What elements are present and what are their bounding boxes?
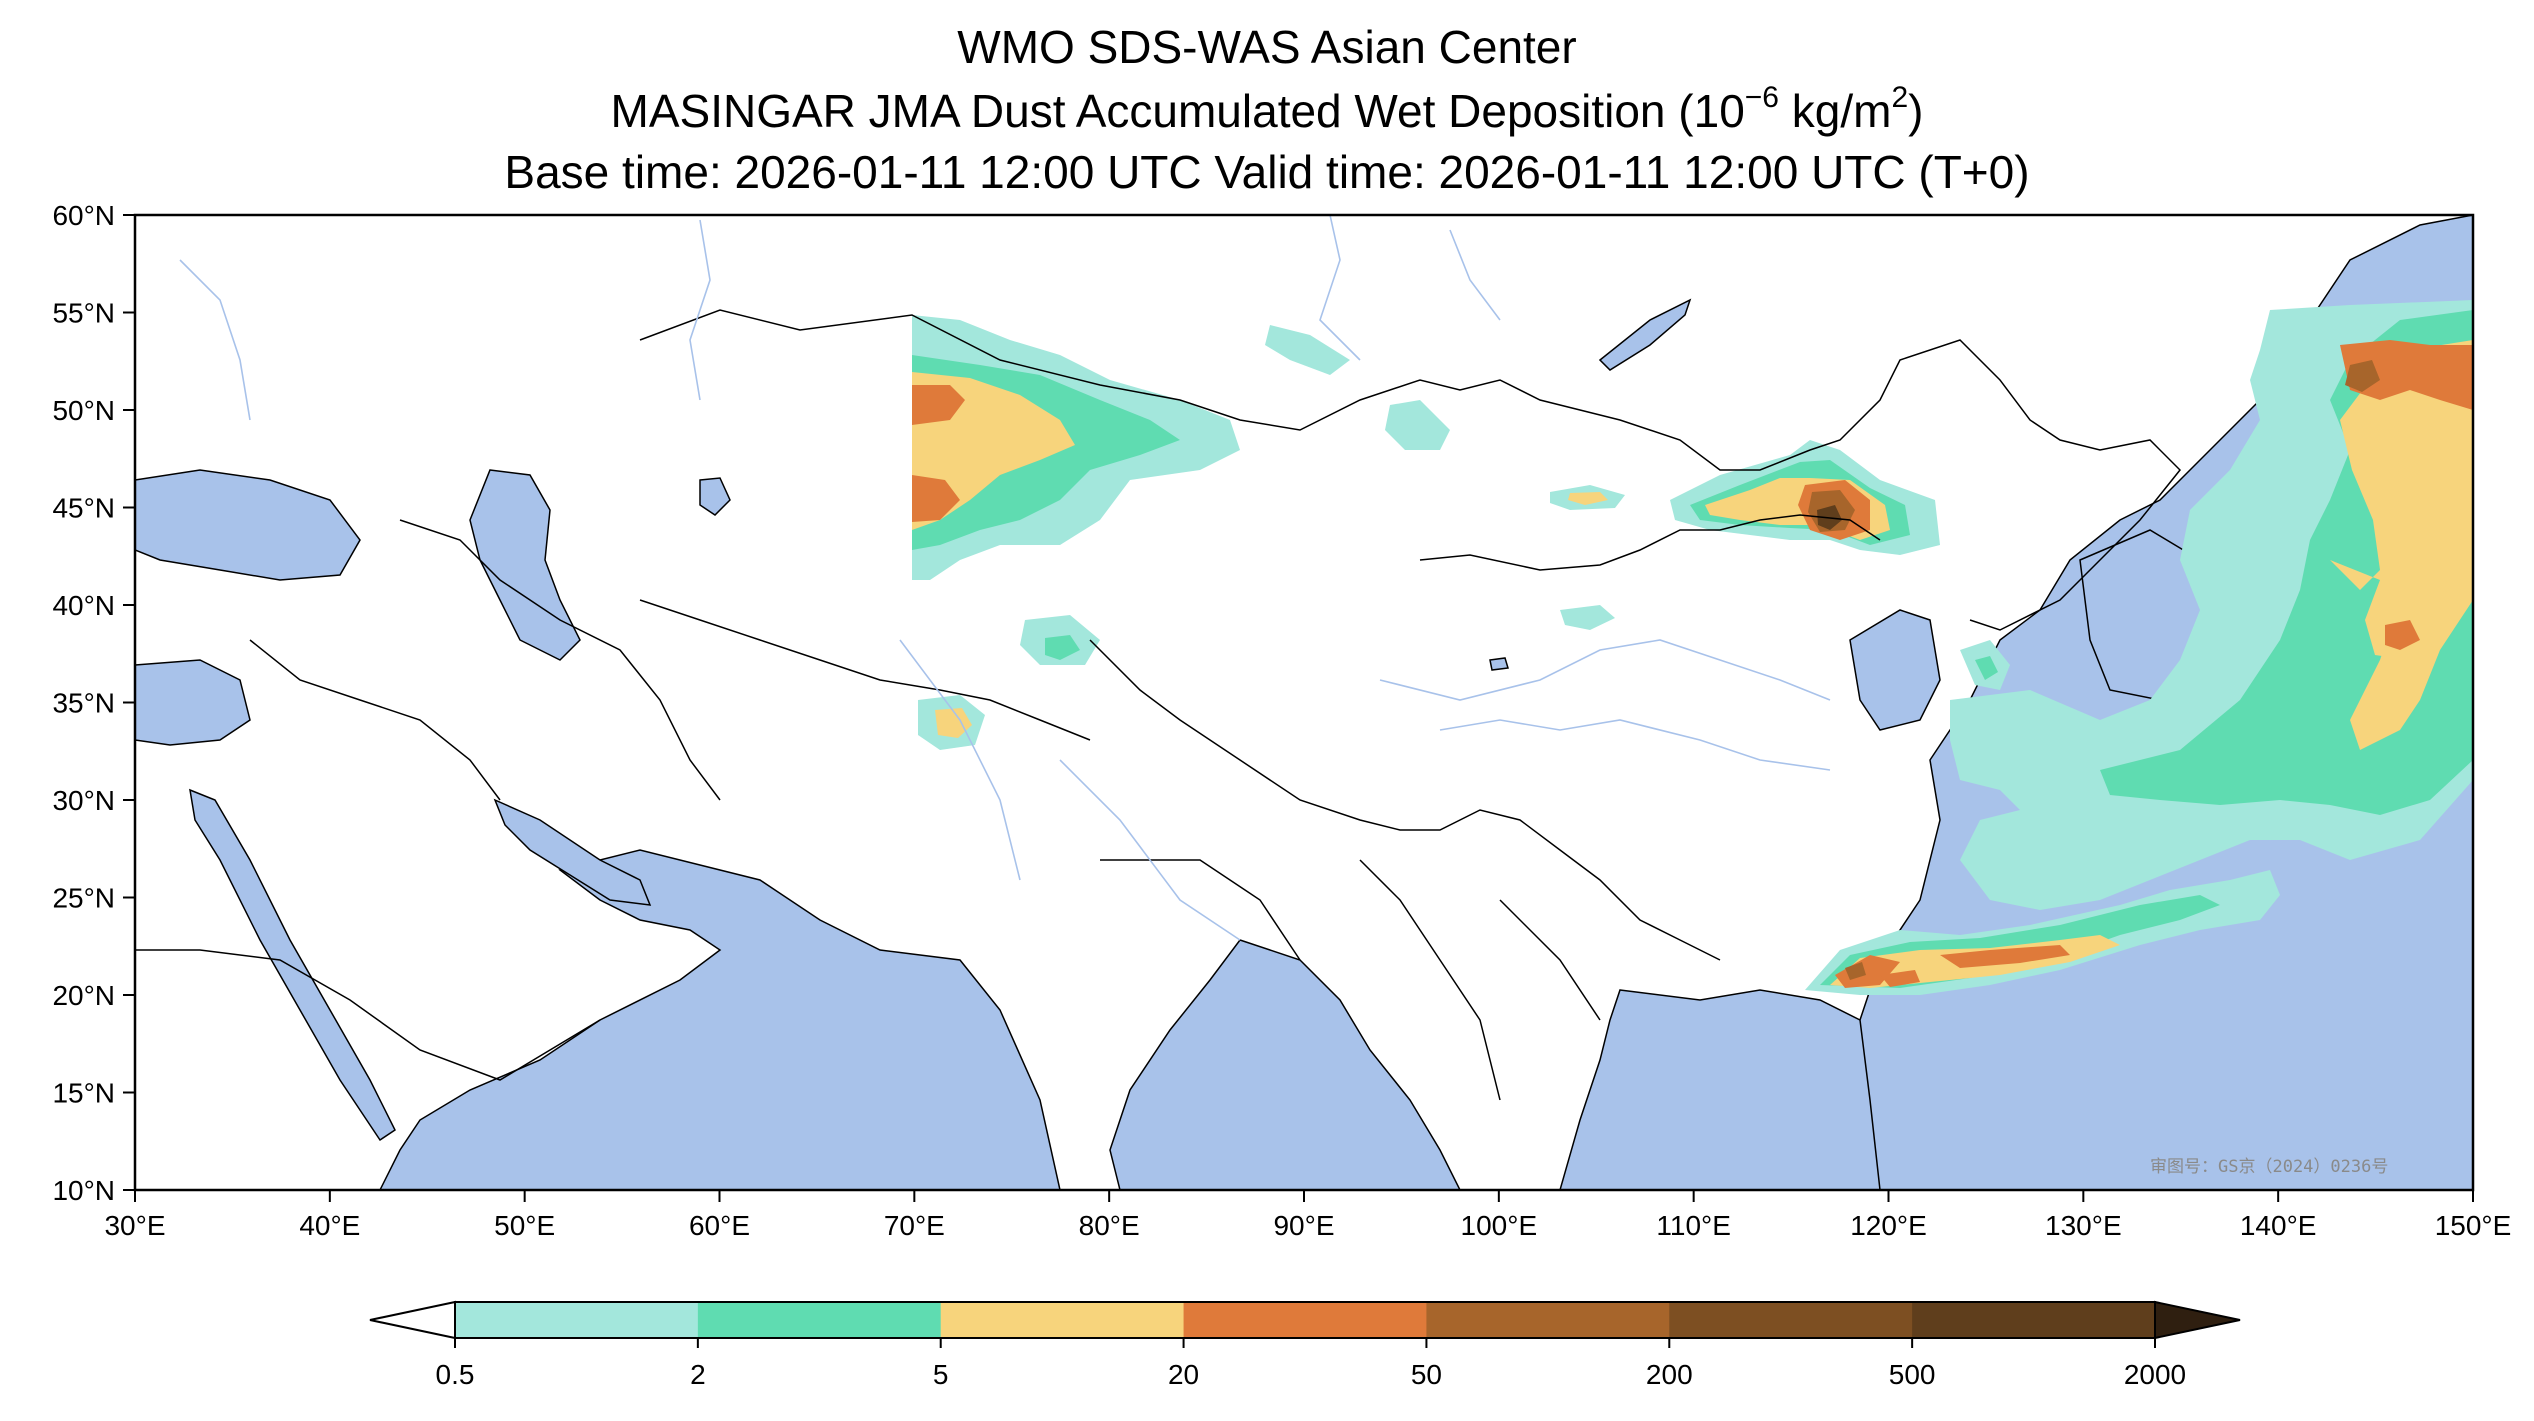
colorbar-label: 2 xyxy=(690,1359,706,1390)
lake-baikal xyxy=(1598,298,1692,371)
deposit-hetao xyxy=(1560,605,1615,630)
deposit-pacific-5 xyxy=(2330,340,2473,750)
colorbar-segment xyxy=(1912,1302,2156,1338)
colorbar-segment xyxy=(1426,1302,1670,1338)
colorbar-label: 200 xyxy=(1646,1359,1693,1390)
colorbar-label: 0.5 xyxy=(436,1359,475,1390)
lat-tick-label: 60°N xyxy=(52,200,115,231)
lat-tick-label: 50°N xyxy=(52,395,115,426)
deposit-pacific-50 xyxy=(2345,360,2380,392)
colorbar-extend-low xyxy=(369,1300,456,1340)
colorbar-segment xyxy=(455,1302,699,1338)
lat-tick-label: 30°N xyxy=(52,785,115,816)
bay-of-bengal xyxy=(1109,939,1461,1190)
lon-tick-label: 50°E xyxy=(494,1210,555,1241)
lon-tick-label: 140°E xyxy=(2240,1210,2317,1241)
deposit-taiwan-band-20-a xyxy=(1835,955,1900,988)
lon-tick-label: 70°E xyxy=(884,1210,945,1241)
lon-tick-label: 130°E xyxy=(2045,1210,2122,1241)
deposit-central-asia-20-b xyxy=(912,475,960,522)
lon-tick-label: 80°E xyxy=(1079,1210,1140,1241)
deposit-pacific-20-b xyxy=(2385,620,2420,650)
lon-tick-label: 30°E xyxy=(104,1210,165,1241)
lon-tick-label: 60°E xyxy=(689,1210,750,1241)
arabian-sea xyxy=(379,849,1061,1190)
aral-sea xyxy=(699,477,731,516)
colorbar-label: 500 xyxy=(1889,1359,1936,1390)
lat-tick-label: 55°N xyxy=(52,298,115,329)
mediterranean-sea xyxy=(135,659,251,746)
deposit-kazakh-blob xyxy=(1265,325,1350,375)
colorbar-segment xyxy=(940,1302,1185,1338)
latitude-axis: 60°N 55°N 50°N 45°N 40°N 35°N 30°N 25°N 20°N 15°N… xyxy=(52,200,135,1206)
colorbar-segment xyxy=(697,1302,942,1338)
lon-tick-label: 120°E xyxy=(1850,1210,1927,1241)
colorbar: 0.5 2 5 20 50 200 500 2000 xyxy=(369,1300,2241,1390)
red-sea xyxy=(189,788,396,1142)
colorbar-label: 50 xyxy=(1411,1359,1442,1390)
colorbar-outline xyxy=(454,1301,2156,1339)
qinghai-lake xyxy=(1489,657,1509,671)
deposit-taiwan-band-20-b xyxy=(1940,945,2070,968)
lon-tick-label: 100°E xyxy=(1461,1210,1538,1241)
deposit-taiwan-band-50 xyxy=(1845,962,1866,980)
caspian-sea xyxy=(469,469,581,661)
deposit-pakistan-5 xyxy=(935,708,972,738)
south-china-sea xyxy=(1559,989,1901,1190)
title-line-2: MASINGAR JMA Dust Accumulated Wet Deposi… xyxy=(610,81,1924,138)
deposit-taiwan-band-20-c xyxy=(1880,970,1920,987)
colorbar-label: 5 xyxy=(933,1359,949,1390)
title-line-3: Base time: 2026-01-11 12:00 UTC Valid ti… xyxy=(504,146,2030,198)
lon-tick-label: 90°E xyxy=(1273,1210,1334,1241)
colorbar-segment xyxy=(1183,1302,1427,1338)
lat-tick-label: 20°N xyxy=(52,980,115,1011)
lon-tick-label: 150°E xyxy=(2435,1210,2512,1241)
title-line-1: WMO SDS-WAS Asian Center xyxy=(957,21,1577,73)
lat-tick-label: 15°N xyxy=(52,1078,115,1109)
yellow-sea xyxy=(1849,609,1941,731)
lon-tick-label: 110°E xyxy=(1656,1210,1731,1241)
colorbar-extend-high xyxy=(2154,1300,2241,1340)
longitude-axis: 30°E 40°E 50°E 60°E 70°E 80°E 90°E 100°E 110°E 12… xyxy=(104,1190,2511,1241)
deposit-korea-2 xyxy=(1975,656,1998,680)
colorbar-label: 2000 xyxy=(2124,1359,2186,1390)
colorbar-segment xyxy=(1669,1302,1913,1338)
lat-tick-label: 40°N xyxy=(52,590,115,621)
deposition-field xyxy=(912,300,2473,995)
lon-tick-label: 40°E xyxy=(299,1210,360,1241)
persian-gulf xyxy=(493,798,652,906)
rivers xyxy=(179,215,1831,941)
deposit-mongolia-west xyxy=(1385,400,1450,450)
lat-tick-label: 10°N xyxy=(52,1175,115,1206)
map-approval-stamp: 审图号：GS京（2024）0236号 xyxy=(2150,1157,2389,1177)
lat-tick-label: 25°N xyxy=(52,883,115,914)
country-borders xyxy=(135,309,2182,1101)
deposit-central-asia-20-a xyxy=(912,385,965,425)
deposit-pacific-20-a xyxy=(2340,340,2473,410)
colorbar-label: 20 xyxy=(1168,1359,1199,1390)
deposit-gobi-5 xyxy=(1568,492,1608,505)
deposit-tarim-2 xyxy=(1045,635,1080,660)
lat-tick-label: 35°N xyxy=(52,688,115,719)
lat-tick-label: 45°N xyxy=(52,493,115,524)
black-sea xyxy=(135,469,361,581)
